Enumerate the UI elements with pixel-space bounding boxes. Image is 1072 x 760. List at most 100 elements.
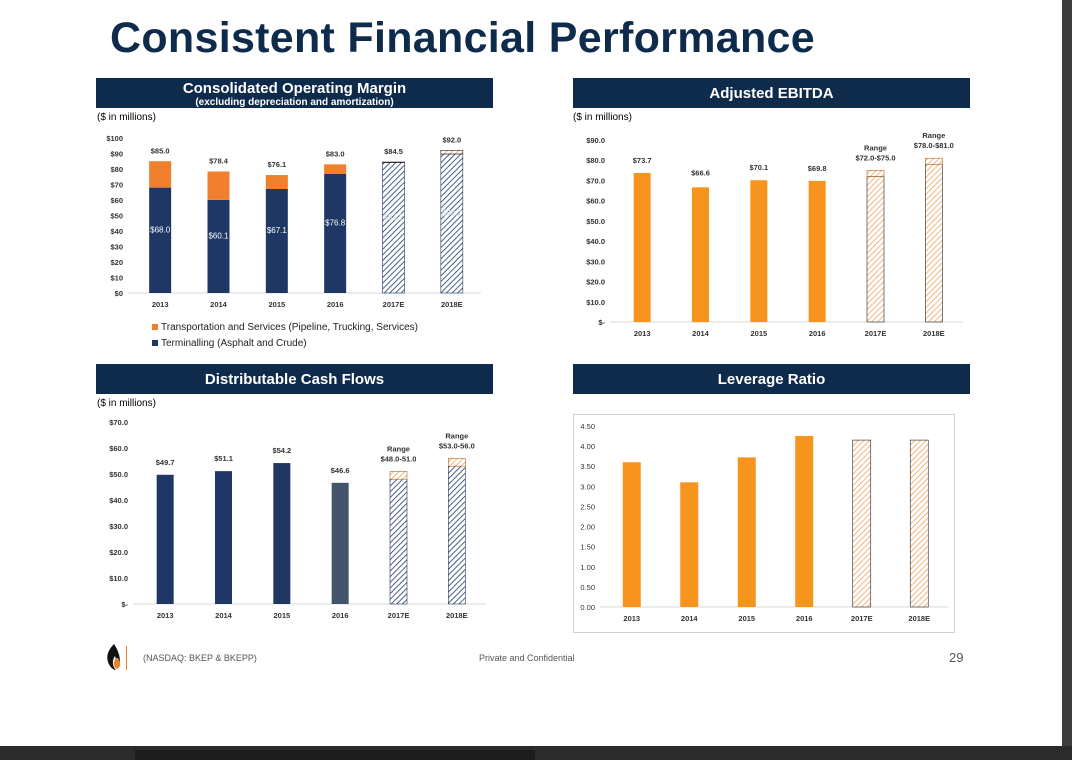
y-tick-label: $40.0 (586, 237, 605, 246)
company-logo-icon (107, 644, 127, 670)
bar-value-label: $84.2 (383, 213, 404, 222)
distributable-cash-flows-title: Distributable Cash Flows (204, 371, 385, 388)
bar-value-label: $46.6 (331, 466, 350, 475)
bar-transportation (440, 150, 464, 155)
bar (680, 482, 699, 607)
bar-terminalling (324, 173, 347, 293)
page-title: Consistent Financial Performance (110, 14, 815, 62)
y-tick-label: $90.0 (586, 136, 605, 145)
bar-value-label: $54.2 (272, 446, 291, 455)
bar-terminalling (265, 188, 288, 293)
bar-transportation (324, 164, 347, 174)
y-tick-label: $10 (110, 274, 123, 283)
bar (389, 478, 408, 605)
x-tick-label: 2016 (809, 329, 826, 338)
bar-value-label: $73.7 (633, 156, 652, 165)
bar-terminalling (382, 162, 405, 294)
operating-margin-subtitle: (excluding depreciation and amortization… (195, 97, 394, 108)
logo-flame-shape (107, 644, 120, 670)
x-tick-label: 2013 (623, 614, 640, 623)
y-tick-label: $70.0 (586, 176, 605, 185)
y-tick-label: $50.0 (586, 217, 605, 226)
y-tick-label: $20.0 (109, 548, 128, 557)
bar (215, 471, 232, 604)
range-label-value: $48.0-51.0 (381, 454, 417, 463)
y-tick-label: $60 (110, 196, 123, 205)
window-edge (1062, 0, 1072, 746)
leverage-ratio-chart: 0.00 0.50 1.00 1.50 2.00 2.50 3.00 3.50 4.00 4.50… (573, 414, 955, 633)
bar-value-label: $76.8 (325, 219, 346, 228)
bar (156, 474, 174, 604)
bar (448, 465, 466, 605)
x-tick-label: 2016 (332, 611, 349, 620)
bar (866, 176, 885, 323)
operating-margin-legend: Transportation and Services (Pipeline, T… (152, 319, 418, 351)
y-tick-label: 0.00 (580, 603, 595, 612)
y-tick-label: $- (598, 318, 605, 327)
legend-label-transportation: Transportation and Services (Pipeline, T… (161, 321, 418, 333)
y-tick-label: $30.0 (586, 257, 605, 266)
y-tick-label: $- (121, 600, 128, 609)
bar-value-label: $49.7 (156, 458, 175, 467)
bar (795, 436, 814, 607)
bar-terminalling (149, 187, 172, 293)
y-tick-label: $60.0 (109, 444, 128, 453)
bar-value-label: $69.8 (808, 164, 827, 173)
adjusted-ebitda-title: Adjusted EBITDA (709, 85, 834, 102)
x-tick-label: 2015 (738, 614, 755, 623)
distributable-cash-flows-units: ($ in millions) (97, 398, 156, 409)
bar-value-label: $70.1 (749, 163, 768, 172)
adjusted-ebitda-units: ($ in millions) (573, 112, 632, 123)
range-label-value: $53.0-56.0 (439, 441, 475, 450)
y-tick-label: $0 (115, 289, 123, 298)
adjusted-ebitda-header: Adjusted EBITDA (573, 78, 970, 108)
footer-ticker: (NASDAQ: BKEP & BKEPP) (143, 653, 257, 663)
bar-value-label: $60.1 (208, 232, 229, 241)
y-tick-label: 2.50 (580, 502, 595, 511)
operating-margin-units: ($ in millions) (97, 112, 156, 123)
range-label-title: Range (864, 143, 887, 152)
x-tick-label: 2016 (327, 300, 344, 309)
distributable-cash-flows-chart: $- $10.0 $20.0 $30.0 $40.0 $50.0 $60.0 $70.0 201… (109, 418, 486, 620)
bar (737, 457, 756, 607)
logo-drop-shape (113, 658, 121, 669)
operating-margin-title: Consolidated Operating Margin (182, 80, 407, 97)
x-tick-label: 2013 (157, 611, 174, 620)
bar-terminalling (207, 199, 230, 293)
x-tick-label: 2013 (152, 300, 169, 309)
bar-total-label: $83.0 (326, 149, 345, 158)
x-tick-label: 2014 (210, 300, 228, 309)
legend-label-terminalling: Terminalling (Asphalt and Crude) (161, 337, 307, 349)
y-tick-label: $30 (110, 243, 123, 252)
y-tick-label: $20 (110, 258, 123, 267)
legend-item-terminalling: Terminalling (Asphalt and Crude) (152, 335, 418, 351)
bar-total-label: $76.1 (267, 160, 286, 169)
x-tick-label: 2018E (441, 300, 463, 309)
bar-transportation (149, 161, 172, 188)
bar-value-label: $51.1 (214, 454, 233, 463)
x-tick-label: 2017E (388, 611, 410, 620)
y-tick-label: 1.50 (580, 543, 595, 552)
x-tick-label: 2014 (215, 611, 233, 620)
bar (622, 462, 641, 607)
legend-swatch-terminalling (152, 340, 158, 346)
legend-item-transportation: Transportation and Services (Pipeline, T… (152, 319, 418, 335)
bar-value-label: $89.7 (442, 209, 463, 218)
x-tick-label: 2013 (634, 329, 651, 338)
x-tick-label: 2015 (750, 329, 767, 338)
y-tick-label: $40.0 (109, 496, 128, 505)
bar-transportation (207, 171, 230, 200)
bottom-strip (135, 750, 535, 760)
bar-transportation (265, 175, 288, 189)
footer-confidential: Private and Confidential (479, 653, 575, 663)
y-tick-label: $10.0 (109, 574, 128, 583)
bar-value-label: $66.6 (691, 168, 710, 177)
bar (692, 187, 709, 322)
x-tick-label: 2014 (681, 614, 699, 623)
y-tick-label: $50.0 (109, 470, 128, 479)
slide: Consistent Financial Performance Consoli… (0, 0, 1062, 746)
y-tick-label: $10.0 (586, 298, 605, 307)
bar (273, 463, 291, 604)
x-tick-label: 2017E (383, 300, 405, 309)
y-tick-label: $60.0 (586, 197, 605, 206)
